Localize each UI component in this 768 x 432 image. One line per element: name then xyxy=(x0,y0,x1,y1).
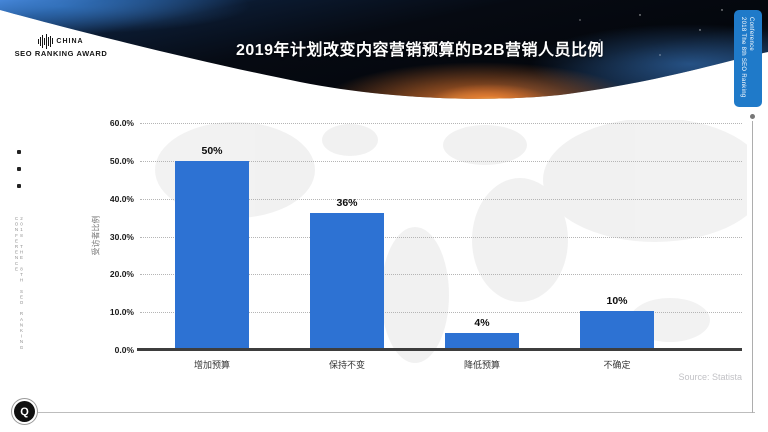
bar-group-increase-budget: 50% 增加预算 xyxy=(175,123,249,370)
bar-value-label: 4% xyxy=(474,317,490,329)
left-vertical-caption: 2018 THE 8TH SEO RANKING CONFERENCE xyxy=(14,216,24,351)
footer-logo-icon: Q xyxy=(14,401,35,422)
y-tick: 10.0% xyxy=(109,307,134,318)
bar xyxy=(445,333,519,348)
bottom-horizontal-rule xyxy=(34,412,755,413)
world-map-watermark xyxy=(155,120,747,363)
bar xyxy=(175,160,249,348)
gridline-30 xyxy=(140,236,742,238)
bar-category-label: 降低预算 xyxy=(463,360,500,370)
bar-category-label: 不确定 xyxy=(603,360,631,370)
y-axis-tick-labels: 60.0% 50.0% 40.0% 30.0% 20.0% 10.0% 0.0% xyxy=(94,118,134,355)
y-tick: 0.0% xyxy=(114,345,134,355)
gridline-50 xyxy=(140,160,742,162)
seo-ranking-award-logo: CHINA SEO RANKING AWARD xyxy=(6,33,116,58)
slide-title: 2019年计划改变内容营销预算的B2B营销人员比例 xyxy=(235,42,605,59)
x-axis-line xyxy=(137,348,742,351)
left-bullet-dots xyxy=(17,150,21,201)
right-vertical-rule xyxy=(752,121,753,413)
bar-group-keep-unchanged: 36% 保持不变 xyxy=(310,123,384,370)
gridline-40 xyxy=(140,198,742,200)
bar-value-label: 50% xyxy=(201,144,223,157)
bar-value-label: 36% xyxy=(336,197,358,209)
source-attribution: Source: Statista xyxy=(678,372,742,382)
y-tick: 50.0% xyxy=(109,155,134,166)
side-tab-line1: 2018 The 8th SEO Ranking xyxy=(740,17,746,98)
logo-text-china: CHINA xyxy=(56,37,84,45)
conference-side-tab: 2018 The 8th SEO Ranking Conference xyxy=(734,10,762,107)
logo-text-seo-ranking-award: SEO RANKING AWARD xyxy=(14,49,108,58)
gridline-10 xyxy=(140,312,742,314)
equalizer-bars-icon xyxy=(38,33,54,49)
gridline-20 xyxy=(140,274,742,276)
bar-chart-plot-area: 50% 增加预算 36% 保持不变 4% 降低预算 10% 不确定 xyxy=(137,123,742,370)
y-tick: 30.0% xyxy=(109,231,134,242)
tab-connector-dot xyxy=(750,114,755,119)
gridline-60 xyxy=(140,123,742,124)
bar-category-label: 增加预算 xyxy=(193,360,230,370)
bar-group-not-sure: 10% 不确定 xyxy=(580,123,654,370)
y-tick: 40.0% xyxy=(109,193,134,204)
y-tick: 60.0% xyxy=(109,118,134,128)
bar-value-label: 10% xyxy=(606,294,628,307)
earth-banner-image xyxy=(0,0,768,99)
bar xyxy=(310,213,384,348)
footer-logo-glyph: Q xyxy=(20,405,29,418)
bar-group-decrease-budget: 4% 降低预算 xyxy=(445,123,519,370)
bar-category-label: 保持不变 xyxy=(328,360,365,370)
side-tab-line2: Conference xyxy=(748,17,754,52)
y-tick: 20.0% xyxy=(109,269,134,280)
bar xyxy=(580,310,654,348)
